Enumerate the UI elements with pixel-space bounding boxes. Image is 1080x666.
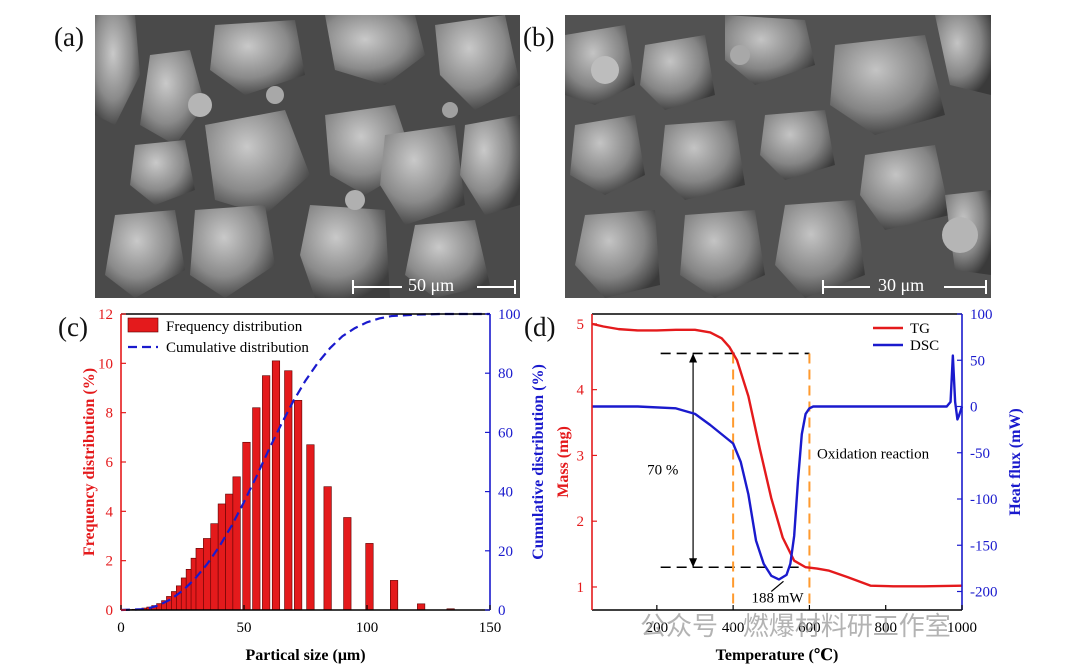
y-axis-label: Mass (mg) [555,426,572,498]
peak-pointer [770,580,784,592]
y-tick-label: 3 [577,448,585,464]
y2-axis-label: Heat flux (mW) [1007,408,1024,516]
x-tick-label: 800 [874,620,897,636]
y2-tick-label: 40 [498,485,513,501]
y-tick-label: 5 [577,317,585,333]
y-tick-label: 2 [106,554,114,570]
scale-bar-b: 30 μm [822,275,988,297]
reaction-label: Oxidation reaction [817,447,930,463]
x-axis-label: Partical size (μm) [245,647,365,664]
legend-label-cumulative: Cumulative distribution [166,340,309,356]
scale-bar-b-line-left [822,286,870,288]
y-tick-label: 0 [106,603,114,619]
scale-bar-a: 50 μm [352,275,517,297]
y2-tick-label: 60 [498,425,513,441]
x-tick-label: 600 [798,620,821,636]
scale-bar-a-line-right [477,286,515,288]
y2-tick-label: 100 [498,307,521,323]
y-tick-label: 6 [106,455,114,471]
cumulative-line [120,312,490,612]
x-axis-label: Temperature (℃) [716,647,839,664]
scale-bar-b-tick-right [985,280,987,294]
y2-tick-label: 0 [498,603,506,619]
y2-tick-label: 80 [498,366,513,382]
legend-swatch-frequency [127,317,159,333]
y2-tick-label: -150 [970,538,998,554]
x-tick-label: 150 [479,620,502,636]
y-axis-label: Frequency distribution (%) [81,368,98,556]
y2-tick-label: -200 [970,585,998,601]
y-tick-label: 4 [577,383,585,399]
sem-image-b [565,15,991,298]
scale-bar-b-line-right [944,286,986,288]
y2-tick-label: -50 [970,446,990,462]
panel-label-d: (d) [524,312,556,342]
mass-loss-arrowhead-top [689,353,698,363]
scale-bar-b-label: 30 μm [878,275,925,295]
dsc-line [592,354,964,581]
y-tick-label: 1 [577,580,585,596]
y2-tick-label: 20 [498,544,513,560]
scale-bar-a-tick-right [514,280,516,294]
y-tick-label: 8 [106,406,114,422]
legend-label-frequency: Frequency distribution [166,319,303,335]
mass-loss-arrowhead-bottom [689,558,698,568]
panel-label-b: (b) [523,22,555,52]
scale-bar-a-line-left [352,286,402,288]
y2-tick-label: 0 [970,400,978,416]
peak-label: 188 mW [751,591,804,607]
x-tick-label: 50 [237,620,252,636]
tg-line [591,322,963,588]
y-tick-label: 4 [106,504,114,520]
y2-tick-label: 50 [970,353,985,369]
y2-axis-label: Cumulative distribution (%) [530,364,547,560]
x-tick-label: 100 [356,620,379,636]
y-tick-label: 12 [98,307,113,323]
y2-tick-label: 100 [970,307,993,323]
legend-label-tg: TG [910,321,930,337]
y-tick-label: 10 [98,356,113,372]
x-tick-label: 400 [722,620,745,636]
x-tick-label: 0 [117,620,125,636]
x-tick-label: 200 [646,620,669,636]
y2-tick-label: -100 [970,492,998,508]
y-tick-label: 2 [577,514,585,530]
legend-label-dsc: DSC [910,338,939,354]
sem-particles-a [95,15,520,298]
sem-image-a [95,15,520,298]
panel-label-a: (a) [54,22,84,52]
mass-loss-label: 70 % [647,462,678,478]
x-tick-label: 1000 [947,620,977,636]
scale-bar-a-label: 50 μm [408,275,455,295]
sem-particles-b [565,15,991,298]
panel-label-c: (c) [58,312,88,342]
watermark: 公众号 · 燃爆材料研工作室 [640,612,951,642]
